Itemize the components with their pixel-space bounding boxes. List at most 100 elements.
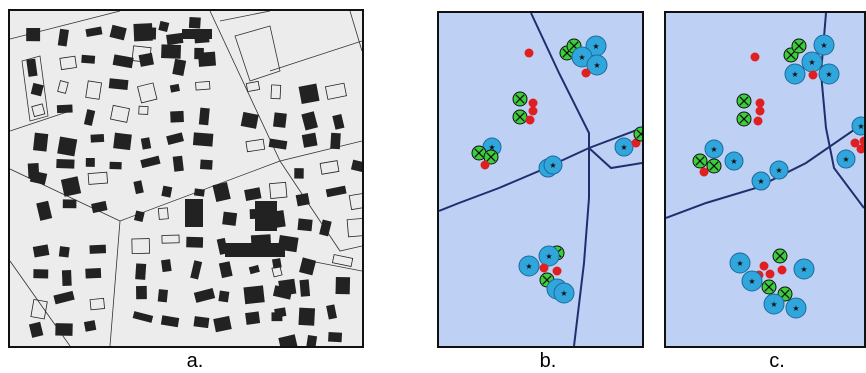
building: [57, 80, 69, 94]
building: [350, 159, 362, 173]
building-symbol: ★: [836, 149, 856, 169]
building: [245, 311, 261, 325]
building: [248, 264, 260, 275]
building: [299, 257, 317, 276]
building: [186, 236, 204, 248]
building: [131, 238, 150, 255]
building-symbol: ★: [813, 34, 835, 56]
map-c: ★ ★ ★ ★ ★ ★ ★ ★ ★ ★ ★ ★ ★ ★ ★: [666, 13, 864, 319]
red-dot: [539, 263, 549, 273]
red-dot: [480, 160, 490, 170]
building: [30, 82, 44, 97]
star-mark: ★: [488, 143, 495, 152]
building: [28, 321, 44, 338]
building: [269, 181, 288, 199]
building-symbol: ★: [763, 293, 785, 315]
building-large: [225, 243, 285, 257]
building: [190, 260, 203, 280]
star-mark: ★: [545, 252, 552, 261]
building: [222, 211, 238, 226]
star-mark: ★: [592, 42, 599, 51]
building: [87, 171, 109, 185]
building: [273, 112, 287, 128]
map-b: ★★★★★★★★★★★: [439, 13, 642, 346]
building: [62, 199, 77, 209]
star-mark: ★: [620, 143, 627, 152]
building: [295, 192, 310, 207]
green-symbol: [512, 109, 528, 125]
parcel-line: [309, 260, 362, 272]
building: [193, 288, 216, 303]
building-symbol: ★: [818, 63, 840, 85]
building: [193, 188, 205, 197]
building: [331, 254, 354, 267]
red-dot: [777, 265, 787, 275]
building: [200, 159, 213, 170]
star-mark: ★: [748, 277, 755, 286]
building: [328, 332, 343, 343]
building: [278, 334, 298, 346]
star-mark: ★: [549, 161, 556, 170]
red-dot: [750, 52, 760, 62]
red-dot: [755, 98, 765, 108]
building: [319, 219, 332, 237]
red-dot: [552, 266, 562, 276]
star-mark: ★: [730, 157, 737, 166]
building: [135, 263, 147, 280]
building: [330, 132, 341, 150]
red-dot: [528, 106, 538, 116]
building: [91, 200, 108, 214]
building: [213, 315, 232, 333]
building: [161, 185, 173, 198]
building: [157, 289, 169, 303]
building-symbol: ★: [793, 258, 815, 280]
building: [158, 20, 170, 33]
building: [346, 217, 362, 238]
building: [33, 132, 49, 152]
panel-c-map: ★ ★ ★ ★ ★ ★ ★ ★ ★ ★ ★ ★ ★ ★ ★: [664, 11, 866, 348]
green-symbol: [736, 93, 752, 109]
building: [85, 157, 95, 167]
building-symbol: ★: [785, 297, 807, 319]
panel-a-aerial-image: [8, 9, 364, 348]
building: [85, 268, 102, 279]
building: [301, 111, 318, 131]
building: [113, 132, 132, 151]
building-symbol: ★: [741, 270, 763, 292]
building: [85, 80, 103, 100]
building: [89, 244, 107, 254]
green-symbol: [483, 149, 499, 165]
star-mark: ★: [710, 145, 717, 154]
building: [161, 44, 182, 59]
building: [325, 185, 347, 198]
building: [53, 290, 75, 305]
star-mark: ★: [792, 304, 799, 313]
building: [319, 160, 340, 175]
building: [112, 54, 134, 69]
building: [245, 138, 266, 153]
star-mark: ★: [820, 41, 827, 50]
parcel-line: [219, 11, 271, 22]
red-dot: [753, 116, 763, 126]
building: [270, 84, 282, 100]
building-symbol: ★: [729, 252, 751, 274]
caption-b: b.: [539, 350, 557, 372]
building: [57, 136, 78, 157]
building: [298, 83, 320, 105]
building-symbol: ★: [851, 116, 864, 136]
red-dot: [699, 167, 709, 177]
building: [278, 278, 297, 296]
building: [271, 258, 282, 269]
building: [140, 155, 161, 169]
building-large: [255, 201, 277, 231]
building: [298, 307, 316, 326]
building: [83, 109, 96, 126]
building: [140, 137, 152, 150]
building: [32, 244, 50, 258]
building: [161, 259, 172, 273]
building: [218, 290, 230, 303]
building: [56, 158, 75, 169]
building: [198, 107, 210, 126]
building: [299, 279, 311, 297]
green-symbol: [772, 248, 788, 264]
